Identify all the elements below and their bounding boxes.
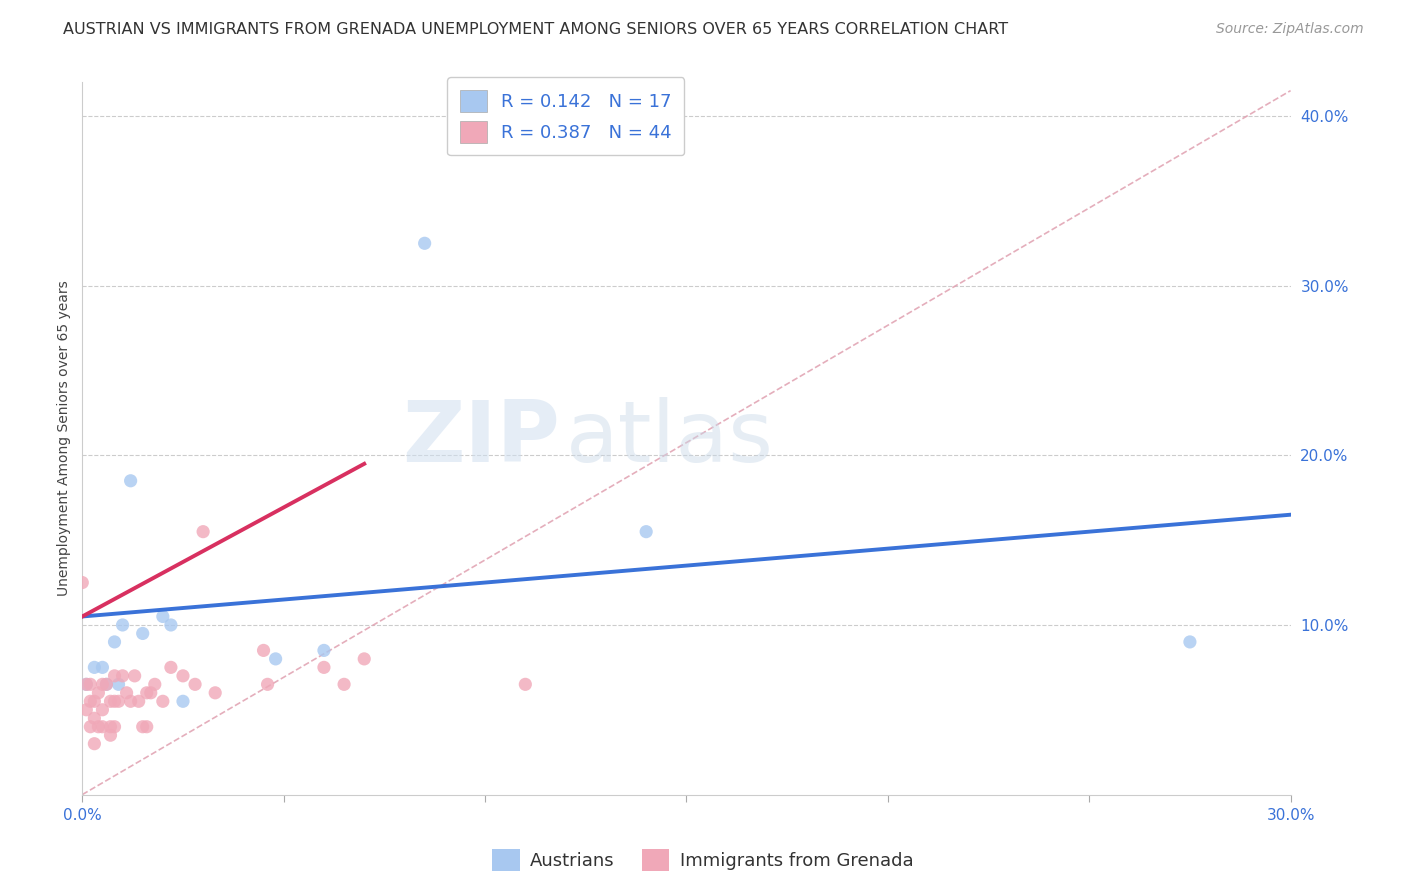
Point — [100, 694, 122, 708]
Legend: Austrians, Immigrants from Grenada: Austrians, Immigrants from Grenada — [485, 842, 921, 879]
Text: ZIP: ZIP — [402, 397, 560, 480]
Point — [124, 669, 146, 683]
Point — [515, 677, 537, 691]
Point — [312, 660, 335, 674]
Point — [75, 703, 97, 717]
Point — [264, 652, 287, 666]
Point — [107, 677, 129, 691]
Point — [83, 711, 105, 725]
Point — [312, 643, 335, 657]
Point — [83, 737, 105, 751]
Point — [75, 677, 97, 691]
Text: Source: ZipAtlas.com: Source: ZipAtlas.com — [1216, 22, 1364, 37]
Point — [120, 474, 142, 488]
Point — [83, 660, 105, 674]
Point — [152, 609, 174, 624]
Point — [191, 524, 214, 539]
Point — [79, 720, 101, 734]
Point — [103, 669, 125, 683]
Point — [135, 720, 157, 734]
Point — [143, 677, 166, 691]
Point — [75, 677, 97, 691]
Point — [96, 677, 118, 691]
Point — [103, 635, 125, 649]
Point — [91, 660, 114, 674]
Point — [79, 677, 101, 691]
Point — [72, 575, 94, 590]
Point — [91, 677, 114, 691]
Point — [204, 686, 226, 700]
Point — [128, 694, 150, 708]
Point — [111, 669, 134, 683]
Text: AUSTRIAN VS IMMIGRANTS FROM GRENADA UNEMPLOYMENT AMONG SENIORS OVER 65 YEARS COR: AUSTRIAN VS IMMIGRANTS FROM GRENADA UNEM… — [63, 22, 1008, 37]
Point — [103, 720, 125, 734]
Text: atlas: atlas — [565, 397, 773, 480]
Point — [111, 618, 134, 632]
Legend: R = 0.142   N = 17, R = 0.387   N = 44: R = 0.142 N = 17, R = 0.387 N = 44 — [447, 77, 685, 155]
Point — [152, 694, 174, 708]
Point — [353, 652, 375, 666]
Point — [91, 720, 114, 734]
Point — [256, 677, 278, 691]
Point — [100, 728, 122, 742]
Point — [139, 686, 162, 700]
Point — [87, 720, 110, 734]
Point — [636, 524, 658, 539]
Point — [333, 677, 356, 691]
Point — [413, 236, 436, 251]
Point — [120, 694, 142, 708]
Point — [172, 694, 194, 708]
Point — [103, 694, 125, 708]
Point — [131, 626, 153, 640]
Point — [100, 720, 122, 734]
Point — [160, 618, 183, 632]
Point — [83, 694, 105, 708]
Point — [131, 720, 153, 734]
Point — [135, 686, 157, 700]
Point — [160, 660, 183, 674]
Point — [79, 694, 101, 708]
Point — [184, 677, 207, 691]
Point — [87, 686, 110, 700]
Point — [91, 703, 114, 717]
Point — [252, 643, 274, 657]
Y-axis label: Unemployment Among Seniors over 65 years: Unemployment Among Seniors over 65 years — [58, 280, 72, 596]
Point — [107, 694, 129, 708]
Point — [96, 677, 118, 691]
Point — [1178, 635, 1201, 649]
Point — [115, 686, 138, 700]
Point — [172, 669, 194, 683]
